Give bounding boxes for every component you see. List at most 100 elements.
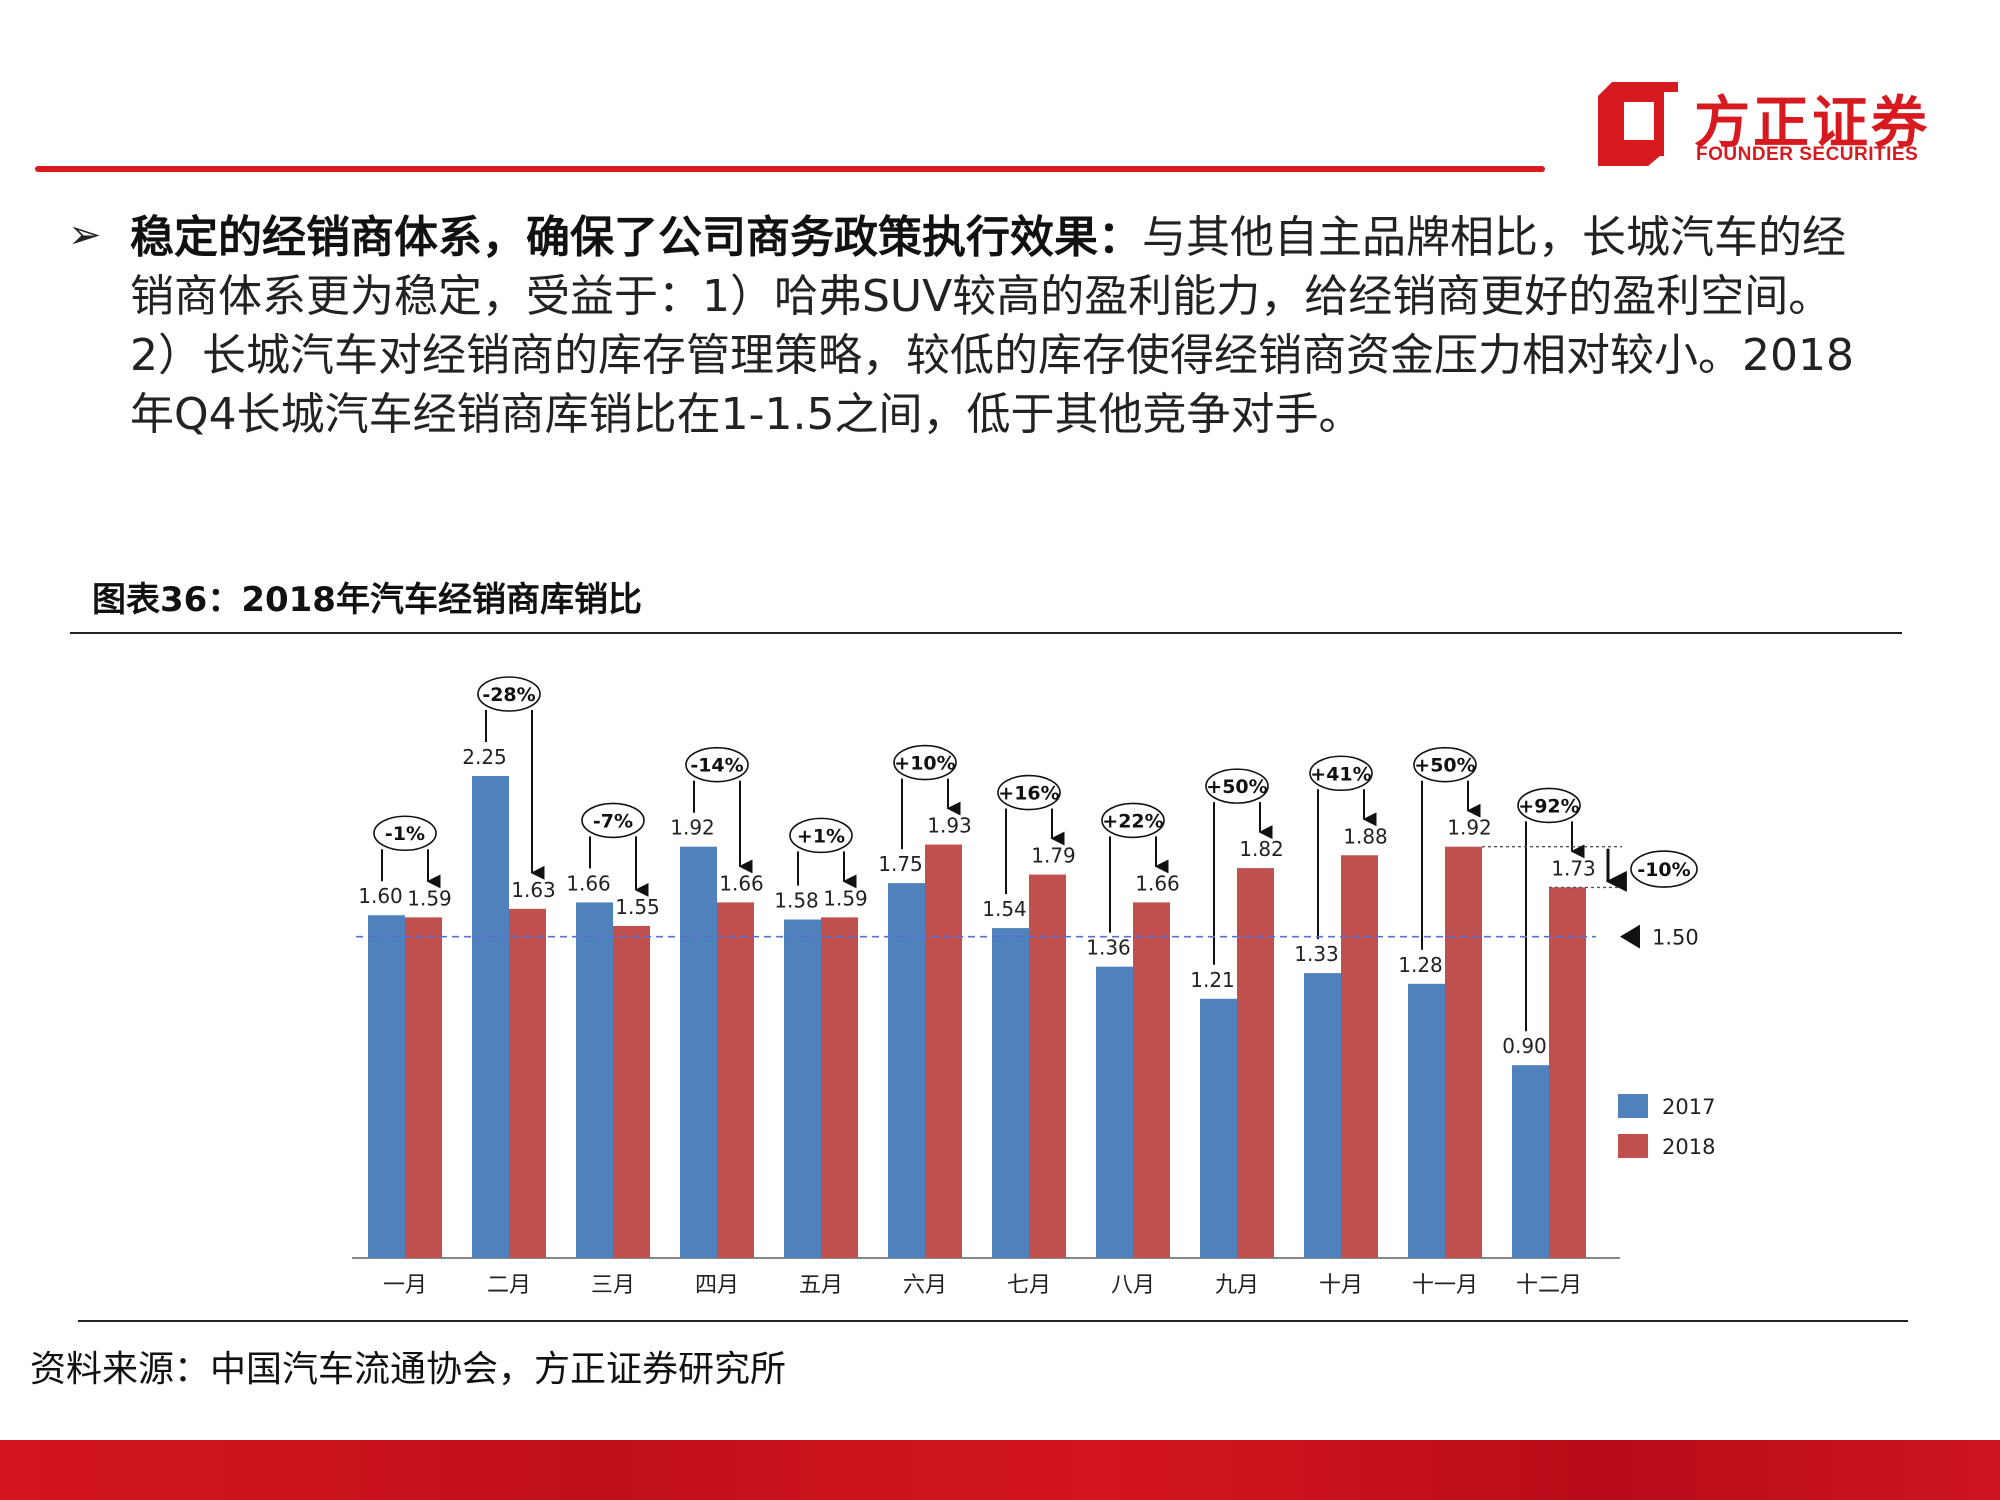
bar-2017 [472,776,509,1258]
figure-title: 图表36：2018年汽车经销商库销比 [92,580,642,620]
decline-label: -10% [1637,859,1690,881]
figure-rule-top [70,632,1902,634]
bar-2017 [888,883,925,1258]
value-label-2017: 0.90 [1502,1034,1547,1058]
paragraph-lead: 稳定的经销商体系，确保了公司商务政策执行效果： [130,212,1142,263]
value-label-2017: 2.25 [462,745,507,769]
bar-2018 [717,902,754,1258]
paragraph-text: 与其他自主品牌相比，长城汽车的经销商体系更为稳定，受益于：1）哈弗SUV较高的盈… [130,212,1854,440]
value-label-2018: 1.55 [615,895,660,919]
value-label-2018: 1.88 [1343,824,1388,848]
bar-chart: 1.60 1.59一月-1%2.251.63二月-28%1.661.55三月-7%… [352,676,1715,1298]
footer-bar [0,1440,2000,1500]
change-label: +1% [797,825,845,847]
category-label: 十一月 [1412,1273,1478,1298]
value-label-2017: 1.33 [1294,942,1339,966]
change-badge [1205,768,1269,804]
category-label: 四月 [695,1273,739,1298]
legend-swatch-2017 [1618,1094,1648,1118]
category-label: 八月 [1111,1273,1155,1298]
legend-label-2017: 2017 [1662,1095,1715,1119]
bar-2017 [680,846,717,1258]
change-badge [685,746,749,783]
bar-2017 [784,919,821,1258]
change-label: -28% [482,684,535,706]
bar-2018 [1237,868,1274,1258]
value-label-2017: 1.58 [774,889,819,913]
value-label-2017: 1.66 [566,871,611,895]
change-label: +22% [1102,810,1163,832]
change-label: +41% [1310,763,1371,785]
value-label-2018: 1.92 [1447,816,1492,840]
change-badge [581,802,645,839]
legend-label-2018: 2018 [1662,1135,1715,1159]
bar-2018 [1341,855,1378,1258]
bar-2017 [368,915,405,1258]
category-label: 二月 [487,1273,531,1298]
category-label: 三月 [591,1273,635,1298]
figure-rule-bottom [78,1320,1908,1322]
value-label-2017: 1.54 [982,897,1027,921]
value-label-2017: 1.75 [878,852,923,876]
value-label-2018: 1.59 [823,886,868,910]
value-label-2017: 1.28 [1398,953,1443,977]
change-label: +50% [1414,755,1475,777]
company-logo: 方正证券 FOUNDER SECURITIES [1598,82,1928,168]
value-label-2018: 1.66 [1135,871,1180,895]
category-label: 十二月 [1516,1273,1582,1298]
value-label-2018: 1.73 [1551,856,1596,880]
change-label: -1% [385,823,425,845]
header-rule [35,166,1545,172]
change-badge [477,676,541,712]
source-note: 资料来源：中国汽车流通协会，方正证券研究所 [30,1349,787,1390]
value-label-2017: 1.92 [670,816,715,840]
value-label-2018: 1.82 [1239,837,1284,861]
value-label-2018: 1.59 [407,886,452,910]
reference-marker-icon [1620,924,1640,949]
category-label: 十月 [1319,1273,1363,1298]
change-badge [893,744,957,781]
value-label-2018: 1.79 [1031,844,1076,868]
change-badge [373,815,437,852]
change-badge [1517,787,1581,824]
bar-2017 [992,928,1029,1258]
change-badge [997,774,1061,811]
change-label: +10% [894,753,955,775]
change-label: +16% [998,783,1059,805]
decline-badge [1630,850,1698,888]
change-label: +50% [1206,776,1267,798]
change-label: -14% [690,755,743,777]
value-label-2017: 1.36 [1086,936,1131,960]
reference-label: 1.50 [1652,926,1699,950]
logo-text-cn: 方正证券 [1694,91,1930,156]
bar-2018 [613,925,650,1258]
bar-2017 [1408,983,1445,1258]
bar-2018 [1133,902,1170,1258]
value-label-2018: 1.93 [927,814,972,838]
bar-2018 [405,917,442,1258]
change-label: +92% [1518,795,1579,817]
bar-2017 [1096,966,1133,1258]
category-label: 六月 [903,1273,947,1298]
bar-2018 [1445,846,1482,1258]
bar-2018 [925,844,962,1258]
bar-2017 [1200,998,1237,1258]
value-label-2018: 1.66 [719,871,764,895]
value-label-2018: 1.63 [511,878,556,902]
body-paragraph: 稳定的经销商体系，确保了公司商务政策执行效果：与其他自主品牌相比，长城汽车的经销… [130,208,1865,444]
bar-2018 [509,908,546,1258]
bar-2017 [1512,1065,1549,1258]
value-label-2017: 1.21 [1190,968,1235,992]
category-label: 九月 [1215,1273,1259,1298]
change-label: -7% [593,810,633,832]
bar-2017 [1304,973,1341,1258]
change-badge [1101,802,1165,839]
logo-mark-icon [1598,82,1678,166]
bar-2018 [821,917,858,1258]
value-label-2017: 1.60 [358,884,403,908]
bar-2018 [1549,887,1586,1258]
bullet-icon: ➢ [68,212,102,258]
category-label: 五月 [799,1273,843,1298]
change-badge [1413,746,1477,783]
category-label: 一月 [383,1273,427,1298]
